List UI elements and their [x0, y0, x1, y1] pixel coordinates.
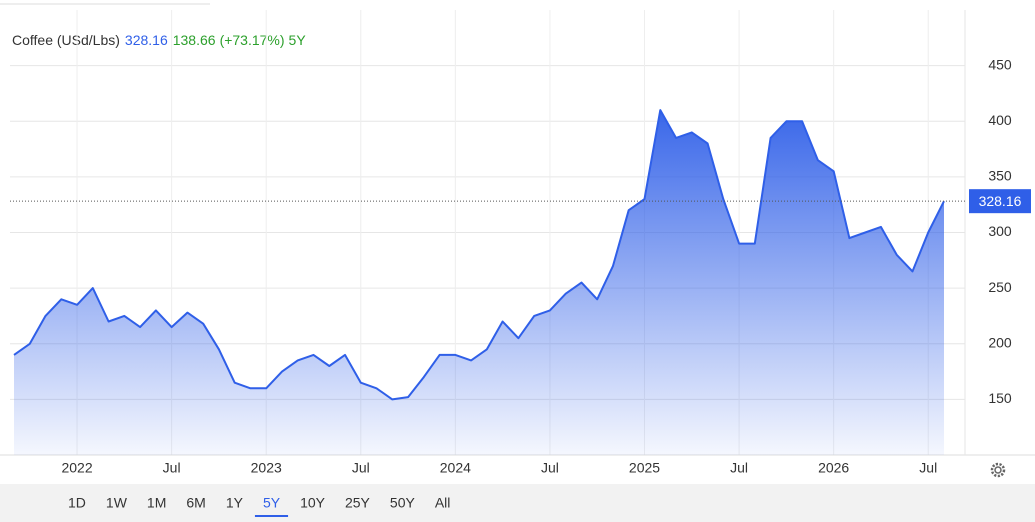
- range-button[interactable]: All: [435, 495, 451, 511]
- range-button[interactable]: 1W: [106, 495, 128, 511]
- range-bar: [0, 484, 1035, 522]
- range-button[interactable]: 25Y: [345, 495, 371, 511]
- x-tick-label: 2024: [440, 460, 471, 476]
- last-value-badge: [969, 189, 1031, 214]
- range-button[interactable]: 1Y: [226, 495, 244, 511]
- x-tick-label: Jul: [730, 460, 748, 476]
- change: 138.66: [173, 32, 216, 48]
- range-button[interactable]: 10Y: [300, 495, 326, 511]
- x-tick-label: 2026: [818, 460, 849, 476]
- chart-header: Coffee (USd/Lbs) 328.16 138.66 (+73.17%) 5Y: [12, 32, 306, 48]
- x-tick-label: Jul: [163, 460, 181, 476]
- range-button[interactable]: 1D: [68, 495, 86, 511]
- y-tick-label: 150: [988, 390, 1012, 406]
- y-tick-label: 400: [988, 112, 1012, 128]
- y-tick-label: 300: [988, 223, 1012, 239]
- y-tick-label: 250: [988, 279, 1012, 295]
- range-button[interactable]: 1M: [147, 495, 166, 511]
- last-value: 328.16: [125, 32, 168, 48]
- line: [13, 109, 945, 401]
- x-tick-label: Jul: [919, 460, 937, 476]
- settings-icon[interactable]: [990, 462, 1006, 478]
- period: 5Y: [289, 32, 307, 48]
- x-tick-label: Jul: [352, 460, 370, 476]
- range-button[interactable]: 6M: [186, 495, 205, 511]
- area: [14, 110, 944, 455]
- range-button[interactable]: 50Y: [390, 495, 416, 511]
- y-tick-label: 450: [988, 56, 1012, 72]
- change-pct: (+73.17%): [220, 32, 285, 48]
- y-tick-label: 200: [988, 334, 1012, 350]
- x-tick-label: 2022: [61, 460, 92, 476]
- x-tick-label: 2025: [629, 460, 660, 476]
- chart-title: Coffee (USd/Lbs): [12, 32, 120, 48]
- x-tick-label: 2023: [251, 460, 282, 476]
- x-tick-label: Jul: [541, 460, 559, 476]
- range-button[interactable]: 5Y: [263, 495, 281, 511]
- y-tick-label: 350: [988, 168, 1012, 184]
- last-value-label: 328.16: [979, 193, 1022, 209]
